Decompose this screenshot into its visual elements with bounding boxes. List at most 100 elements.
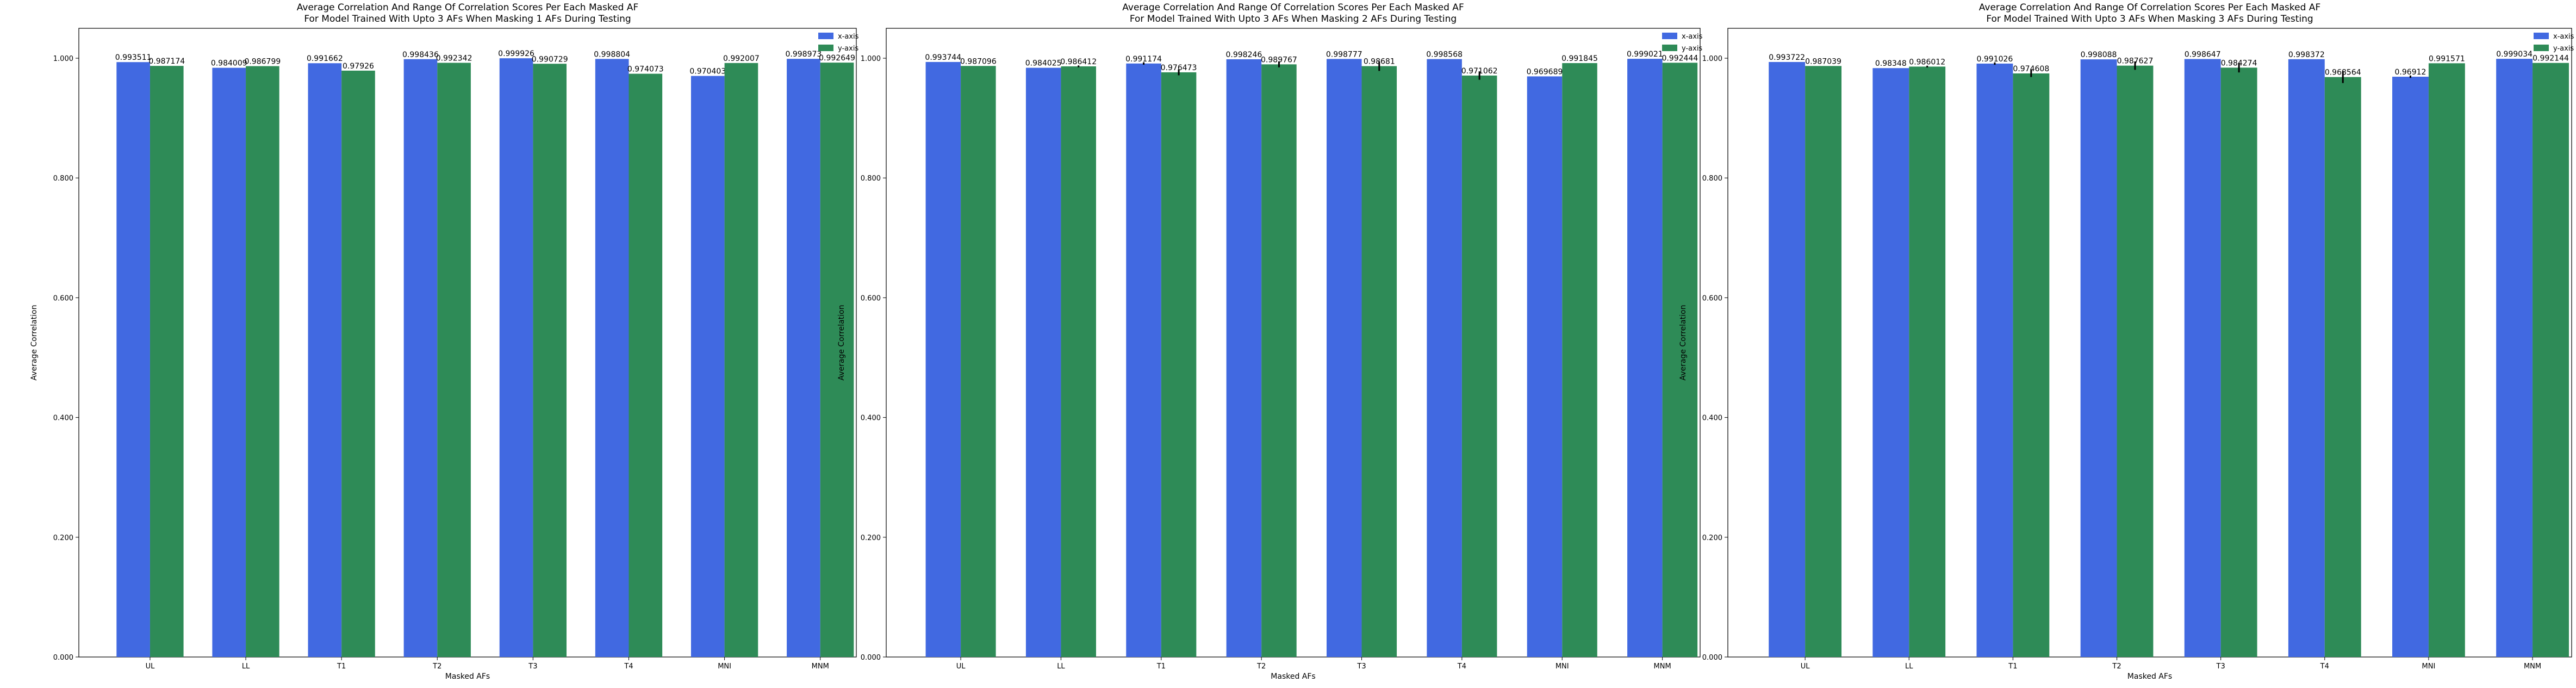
bar-x-axis-mni: [1527, 76, 1563, 657]
data-label: 0.984274: [2221, 59, 2257, 67]
bar-x-axis-ul: [1769, 61, 1806, 658]
y-tick-label: 0.000: [861, 654, 881, 662]
bar-y-axis-t4: [1461, 75, 1497, 657]
bar-y-axis-ll: [1909, 66, 1946, 657]
bar-y-axis-mnm: [2533, 63, 2569, 658]
legend-label: y-axis: [2553, 45, 2574, 53]
bar-y-axis-mni: [2428, 63, 2465, 658]
bar-x-axis-ll: [1025, 67, 1061, 657]
chart-panel-1: Average Correlation And Range Of Correla…: [30, 2, 859, 681]
bar-y-axis-ll: [1061, 66, 1096, 658]
x-tick-label: MNI: [718, 662, 731, 671]
bar-y-axis-ll: [246, 66, 279, 657]
data-label: 0.999021: [1627, 50, 1663, 59]
y-tick-label: 1.000: [1702, 55, 1722, 63]
bar-y-axis-t1: [2013, 73, 2050, 657]
bar-x-axis-ul: [925, 61, 961, 657]
x-tick-label: T2: [2112, 662, 2121, 671]
bar-y-axis-t3: [1361, 66, 1397, 657]
data-label: 0.992649: [819, 54, 855, 63]
data-label: 0.998804: [594, 50, 630, 59]
bar-x-axis-ll: [1872, 68, 1909, 657]
bar-x-axis-ll: [212, 67, 246, 657]
chart-title: Average Correlation And Range Of Correla…: [1979, 2, 2320, 13]
data-label: 0.971062: [1461, 67, 1498, 76]
bar-x-axis-mnm: [2496, 59, 2533, 658]
x-tick-label: LL: [242, 662, 250, 671]
bar-x-axis-t4: [2288, 59, 2325, 657]
y-tick-label: 0.800: [861, 175, 881, 183]
bar-y-axis-mni: [1562, 63, 1597, 658]
bar-x-axis-t2: [2080, 59, 2117, 658]
bar-y-axis-t2: [2117, 65, 2154, 658]
y-tick-label: 0.400: [1702, 414, 1722, 423]
legend-label: x-axis: [838, 33, 859, 41]
data-label: 0.999926: [498, 49, 534, 58]
chart-subtitle: For Model Trained With Upto 3 AFs When M…: [1130, 14, 1457, 24]
y-tick-label: 0.600: [1702, 294, 1722, 302]
x-tick-label: UL: [146, 662, 155, 671]
chart-subtitle: For Model Trained With Upto 3 AFs When M…: [304, 14, 631, 24]
bar-x-axis-t3: [2184, 59, 2221, 657]
bar-x-axis-mni: [690, 76, 725, 657]
bar-y-axis-ul: [961, 66, 996, 658]
data-label: 0.998246: [1225, 51, 1262, 59]
data-label: 0.991662: [307, 54, 343, 63]
bar-y-axis-t4: [629, 73, 663, 657]
legend-label: x-axis: [1682, 33, 1703, 41]
bar-y-axis-mni: [724, 63, 758, 657]
data-label: 0.990729: [532, 55, 568, 64]
x-tick-label: T2: [1256, 662, 1266, 671]
bar-y-axis-t2: [437, 63, 471, 657]
data-label: 0.992444: [1662, 54, 1698, 63]
bar-x-axis-t3: [1327, 59, 1362, 658]
data-label: 0.96912: [2395, 68, 2426, 77]
y-tick-label: 0.200: [53, 534, 73, 542]
data-label: 0.98681: [1364, 58, 1395, 66]
y-tick-label: 0.600: [53, 294, 73, 302]
x-tick-label: T4: [624, 662, 633, 671]
y-axis-label: Average Correlation: [30, 305, 39, 380]
x-tick-label: T2: [432, 662, 441, 671]
chart-panel-3: Average Correlation And Range Of Correla…: [1679, 2, 2574, 681]
x-tick-label: LL: [1057, 662, 1065, 671]
data-label: 0.974608: [2013, 65, 2049, 73]
bar-y-axis-ul: [1805, 66, 1842, 658]
y-tick-label: 0.800: [53, 175, 73, 183]
x-tick-label: T3: [1357, 662, 1366, 671]
chart-subtitle: For Model Trained With Upto 3 AFs When M…: [1986, 14, 2313, 24]
data-label: 0.968564: [2325, 69, 2361, 77]
data-label: 0.97926: [343, 62, 374, 71]
data-label: 0.984009: [211, 59, 247, 68]
data-label: 0.986412: [1060, 58, 1097, 66]
y-tick-label: 0.000: [1702, 654, 1722, 662]
data-label: 0.999034: [2496, 50, 2533, 59]
chart-title: Average Correlation And Range Of Correla…: [1122, 2, 1464, 13]
bar-x-axis-t1: [1976, 63, 2013, 657]
data-label: 0.992007: [723, 54, 760, 63]
legend-label: y-axis: [838, 45, 858, 53]
data-label: 0.970403: [689, 67, 726, 76]
bar-x-axis-mnm: [787, 59, 820, 657]
y-axis-label: Average Correlation: [837, 305, 846, 380]
y-tick-label: 0.800: [1702, 175, 1722, 183]
data-label: 0.986799: [244, 58, 281, 66]
data-label: 0.992144: [2533, 54, 2569, 63]
bar-y-axis-t3: [533, 64, 567, 658]
x-tick-label: T4: [2320, 662, 2329, 671]
data-label: 0.986012: [1909, 58, 1945, 66]
data-label: 0.998088: [2081, 51, 2117, 59]
x-tick-label: UL: [1801, 662, 1810, 671]
x-tick-label: T4: [1457, 662, 1466, 671]
x-tick-label: MNM: [1654, 662, 1671, 671]
y-tick-label: 1.000: [53, 55, 73, 63]
data-label: 0.991571: [2429, 54, 2465, 63]
x-axis-label: Masked AFs: [445, 672, 490, 681]
x-tick-label: LL: [1905, 662, 1913, 671]
data-label: 0.984025: [1025, 59, 1062, 68]
data-label: 0.998372: [2288, 51, 2325, 59]
x-tick-label: T1: [2008, 662, 2017, 671]
bar-x-axis-t4: [1427, 59, 1462, 658]
bar-y-axis-t1: [1161, 72, 1197, 658]
